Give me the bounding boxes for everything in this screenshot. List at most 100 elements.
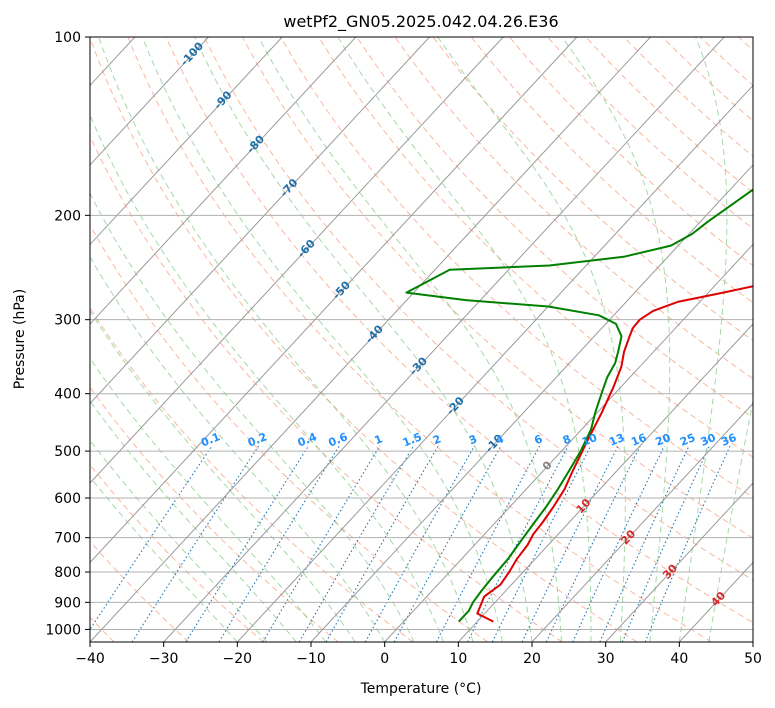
dry-adiabat [90,37,638,642]
dry-adiabat [203,37,753,581]
mixing-ratio-line [364,445,475,642]
dry-adiabat [699,37,753,87]
y-tick-label: 400 [54,387,81,403]
y-tick-label: 500 [54,444,81,460]
dry-adiabat [661,37,753,122]
isotherm-line [236,84,753,642]
y-tick-label: 800 [54,565,81,581]
mixing-ratio-label: 1 [373,432,385,447]
y-tick-label: 300 [54,313,81,329]
x-tick-label: −30 [149,651,179,667]
mixing-ratio-line [185,445,310,642]
mixing-ratio-line [521,445,619,642]
mixing-ratio-line [218,445,340,642]
dry-adiabat [90,540,190,642]
mixing-ratio-line [435,445,541,642]
y-axis: 100 200 300 400 500 600 700 800 900 1000 [45,30,90,638]
dry-adiabat [356,37,753,419]
isotherm-line [90,37,578,564]
x-tick-label: −20 [223,651,253,667]
dry-adiabat [738,37,753,51]
isotherm-line [0,37,61,642]
moist-adiabat [90,309,356,642]
x-tick-label: −40 [75,651,105,667]
chart-grid [0,37,753,642]
moist-adiabat [90,192,415,642]
isotherm-line [90,37,651,642]
moist-adiabat [90,255,386,642]
mixing-ratio-label: 30 [699,431,718,449]
mixing-ratio-line [644,445,731,642]
mixing-ratio-line [491,445,592,642]
dry-adiabat [127,37,712,642]
moist-adiabat [708,397,753,642]
isotherm-line [90,37,357,325]
dry-adiabat [470,37,753,304]
isotherm-line [457,323,753,642]
moist-adiabat [90,439,268,642]
x-axis: −40 −30 −20 −10 0 10 20 30 40 50 [75,642,762,667]
dry-adiabat [432,37,753,342]
mixing-ratio-label: 36 [719,431,738,449]
mixing-ratio-line [572,445,665,642]
mixing-ratio-label: 13 [607,431,626,449]
moist-adiabat [678,37,728,642]
moist-adiabat [437,37,626,642]
mixing-ratio-label: 8 [561,432,573,447]
x-axis-label: Temperature (°C) [360,681,482,697]
chart-title: wetPf2_GN05.2025.042.04.26.E36 [283,12,558,32]
moist-adiabat [141,37,503,642]
x-tick-label: 20 [523,651,541,667]
moist-adiabat [98,37,474,642]
y-tick-label: 200 [54,208,81,224]
moist-adiabat [90,476,238,642]
chart-series [405,188,753,623]
isotherm-line [605,482,753,642]
mixing-ratio-label: 25 [678,431,697,449]
temperature-profile [476,285,753,623]
mixing-ratio-label: 20 [653,431,672,449]
mixing-ratio-label: 2 [431,432,443,447]
x-tick-label: 10 [449,651,467,667]
isotherm-line [310,164,753,642]
isotherm-line [90,37,209,166]
x-tick-label: 0 [380,651,389,667]
y-tick-label: 1000 [45,622,81,638]
mixing-ratio-line [545,445,641,642]
moist-adiabat [337,37,592,642]
mixing-ratio-label: 3 [467,432,479,447]
mixing-ratio-line [298,445,414,642]
dry-adiabat [90,135,563,642]
y-tick-label: 100 [54,30,81,46]
plot-frame [89,36,754,643]
mixing-ratio-label: 0.1 [199,430,222,449]
x-tick-label: 40 [670,651,688,667]
dry-adiabat [90,386,339,642]
isotherm-line [384,243,753,642]
dry-adiabat [394,37,753,380]
mixing-ratio-line [621,445,710,642]
mixing-ratio-line [325,445,439,642]
mixing-ratio-line [393,445,502,642]
isotherm-line [90,37,504,484]
y-tick-label: 700 [54,531,81,547]
moist-adiabat [90,113,445,642]
y-axis-label: Pressure (hPa) [12,289,28,389]
moist-adiabat [194,37,533,642]
isotherm-line [90,37,283,246]
mixing-ratio-line [262,445,381,642]
dry-adiabat [90,223,488,642]
x-tick-label: 50 [744,651,762,667]
y-tick-label: 900 [54,595,81,611]
mixing-ratio-label: 6 [532,432,544,447]
dewpoint-profile [405,188,753,623]
mixing-ratio-label: 16 [629,431,648,449]
moist-adiabat [258,37,562,642]
dry-adiabat [585,37,753,193]
mixing-ratio-label: 10 [580,431,599,449]
isotherm-line [678,561,753,642]
moist-adiabat [561,37,671,642]
y-tick-label: 600 [54,491,81,507]
isotherm-line [531,402,753,642]
